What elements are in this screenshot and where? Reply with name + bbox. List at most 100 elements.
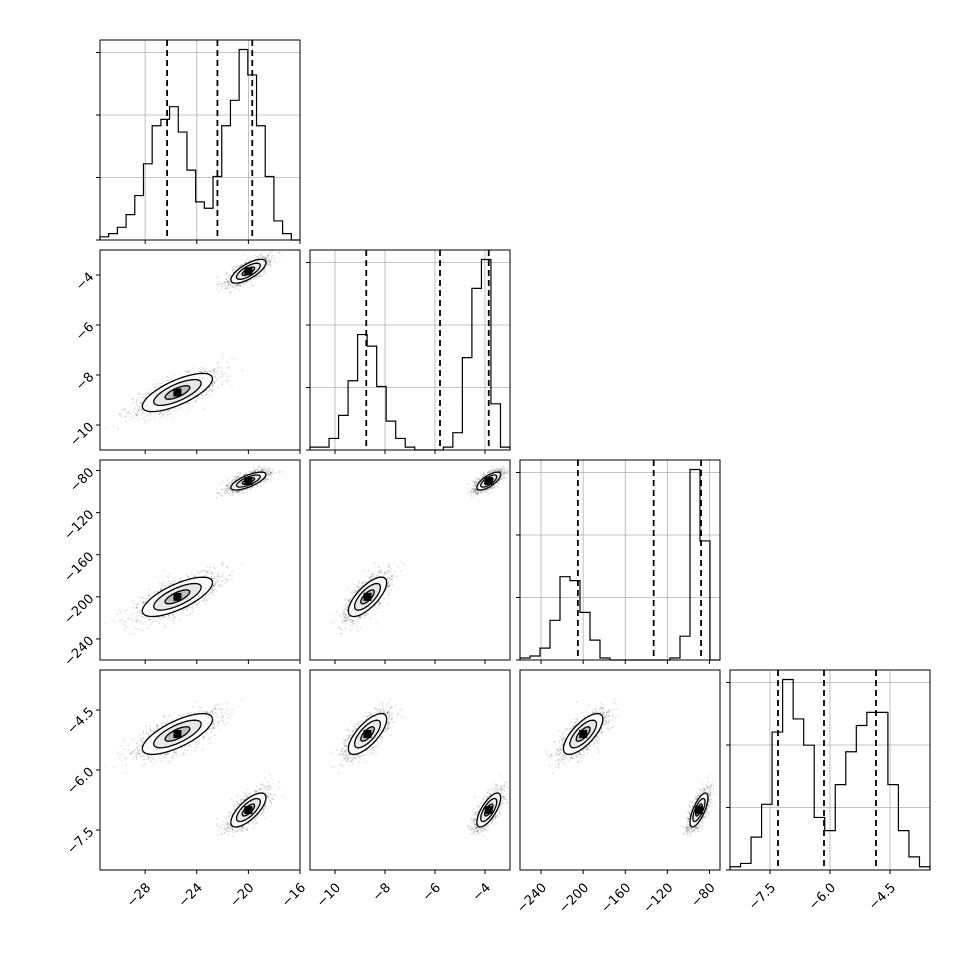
- scatter-point: [213, 584, 216, 586]
- scatter-point: [213, 375, 216, 378]
- scatter-point: [122, 408, 125, 411]
- scatter-point: [253, 469, 256, 471]
- scatter-point: [149, 418, 152, 420]
- scatter-point: [217, 703, 220, 706]
- scatter-point: [206, 370, 209, 373]
- scatter-point: [227, 493, 230, 496]
- scatter-point: [266, 254, 269, 256]
- scatter-point: [215, 704, 218, 706]
- scatter-point: [246, 258, 249, 260]
- scatter-point: [258, 275, 260, 278]
- scatter-point: [264, 257, 266, 260]
- scatter-point: [215, 379, 218, 381]
- scatter-point: [142, 764, 144, 767]
- scatter-point: [229, 290, 231, 293]
- scatter-point: [216, 377, 219, 380]
- scatter-point: [232, 491, 235, 494]
- scatter-point: [134, 755, 137, 757]
- scatter-point: [166, 575, 169, 578]
- scatter-point: [226, 366, 229, 369]
- scatter-point: [245, 261, 247, 263]
- scatter-point: [226, 487, 228, 490]
- scatter-point: [272, 257, 275, 260]
- scatter-point: [133, 408, 136, 410]
- scatter-point: [183, 608, 186, 610]
- scatter-point: [225, 287, 228, 290]
- scatter-point: [228, 277, 230, 280]
- scatter-point: [191, 570, 193, 573]
- scatter-point: [139, 620, 141, 622]
- scatter-point: [194, 749, 197, 752]
- scatter-point: [226, 286, 229, 289]
- scatter-point: [266, 257, 269, 260]
- scatter-point: [136, 756, 138, 759]
- scatter-point: [143, 617, 145, 619]
- scatter-point: [227, 484, 230, 486]
- scatter-point: [237, 264, 240, 267]
- scatter-point: [188, 606, 191, 609]
- scatter-point: [162, 616, 165, 619]
- scatter-point: [127, 412, 130, 415]
- scatter-point: [213, 584, 216, 587]
- scatter-point: [217, 492, 220, 495]
- scatter-point: [261, 251, 264, 254]
- scatter-point: [260, 254, 263, 257]
- scatter-point: [218, 707, 221, 709]
- scatter-point: [268, 262, 271, 264]
- scatter-point: [132, 410, 135, 413]
- y-tick-label: −160: [61, 549, 97, 585]
- scatter-point: [216, 283, 218, 286]
- scatter-point: [208, 370, 211, 373]
- scatter-0-3: [104, 698, 284, 837]
- scatter-point: [132, 417, 135, 420]
- scatter-point: [138, 622, 141, 625]
- scatter-point: [271, 255, 273, 257]
- scatter-point: [239, 493, 241, 495]
- density-peak: [173, 388, 182, 397]
- scatter-point: [191, 573, 193, 576]
- scatter-point: [198, 371, 201, 373]
- scatter-point: [241, 474, 244, 477]
- scatter-point: [191, 610, 194, 612]
- scatter-point: [213, 567, 216, 570]
- density-peak: [244, 267, 253, 276]
- scatter-point: [137, 749, 140, 752]
- scatter-point: [221, 354, 224, 356]
- scatter-point: [132, 633, 135, 635]
- scatter-point: [240, 282, 243, 285]
- scatter-point: [216, 276, 219, 279]
- scatter-point: [120, 760, 123, 763]
- scatter-point: [217, 373, 220, 376]
- scatter-point: [221, 564, 224, 567]
- scatter-point: [218, 367, 221, 369]
- scatter-point: [261, 468, 264, 471]
- scatter-point: [159, 618, 162, 621]
- scatter-point: [218, 483, 221, 486]
- scatter-point: [211, 390, 214, 392]
- scatter-point: [278, 471, 281, 474]
- scatter-point: [137, 619, 140, 622]
- scatter-point: [236, 285, 238, 287]
- scatter-point: [212, 577, 215, 580]
- scatter-point: [173, 374, 175, 377]
- scatter-point: [119, 619, 121, 622]
- scatter-point: [221, 585, 223, 588]
- scatter-point: [211, 382, 214, 385]
- scatter-point: [172, 581, 175, 584]
- scatter-point: [136, 739, 139, 742]
- scatter-point: [258, 275, 261, 278]
- scatter-point: [172, 616, 175, 619]
- scatter-point: [182, 609, 185, 612]
- scatter-point: [263, 257, 266, 259]
- scatter-point: [143, 601, 146, 604]
- scatter-point: [224, 492, 227, 495]
- scatter-point: [174, 616, 177, 619]
- scatter-point: [210, 372, 213, 374]
- scatter-point: [220, 373, 223, 375]
- scatter-point: [201, 735, 204, 738]
- scatter-point: [125, 411, 128, 414]
- y-tick-label: −4: [73, 270, 97, 294]
- scatter-point: [125, 608, 128, 611]
- scatter-point: [119, 611, 122, 614]
- scatter-point: [153, 620, 155, 622]
